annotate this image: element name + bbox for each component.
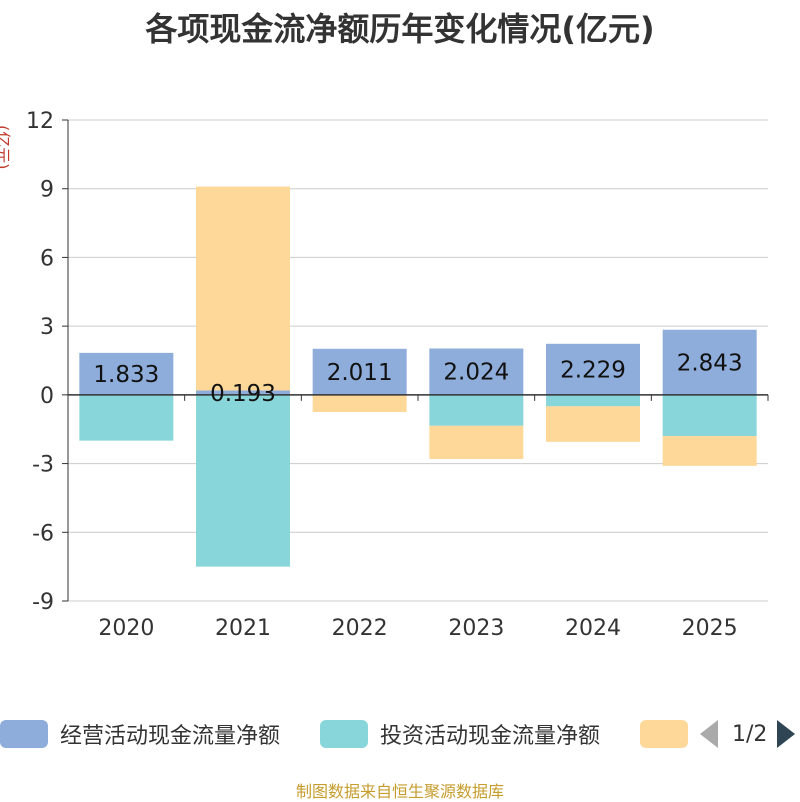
bar-investing-2021 xyxy=(196,394,290,567)
data-label-operating: 0.193 xyxy=(210,381,276,407)
legend-next-icon[interactable] xyxy=(777,720,796,748)
bar-investing-2020 xyxy=(79,394,174,441)
bar-financing-2024 xyxy=(546,406,640,442)
bar-investing-2023 xyxy=(429,394,524,426)
y-tick-label: 6 xyxy=(40,246,54,271)
legend-pager: 1/2 xyxy=(700,718,796,750)
bar-financing-2023 xyxy=(429,425,524,459)
x-tick-label: 2023 xyxy=(448,616,504,641)
chart-plot: -9 -6 -3 0 3 6 9 12 2020 2021 2022 2023 2024 2025 1.83… xyxy=(26,109,769,641)
legend-page-indicator: 1/2 xyxy=(732,721,768,747)
legend-item-investing[interactable]: 投资活动现金流量净额 xyxy=(320,718,600,750)
x-tick-label: 2020 xyxy=(98,616,154,641)
y-tick-label: 3 xyxy=(40,315,54,340)
legend-swatch-operating xyxy=(0,720,48,748)
legend-item-operating[interactable]: 经营活动现金流量净额 xyxy=(0,718,280,750)
bar-investing-2024 xyxy=(546,394,640,407)
data-label-operating: 1.833 xyxy=(93,362,159,388)
y-tick-label: -6 xyxy=(32,521,54,546)
x-tick-label: 2025 xyxy=(682,616,738,641)
y-tick-label: -3 xyxy=(32,453,54,478)
legend-swatch-financing xyxy=(640,720,688,748)
bar-operating-2025 xyxy=(662,329,757,395)
x-tick-label: 2024 xyxy=(565,616,621,641)
y-tick-label: -9 xyxy=(32,590,54,615)
legend-label-operating: 经营活动现金流量净额 xyxy=(60,724,281,749)
legend-item-financing[interactable] xyxy=(640,718,700,750)
y-tick-label: 9 xyxy=(40,178,54,203)
x-tick-label: 2021 xyxy=(215,616,271,641)
bar-investing-2025 xyxy=(662,394,757,437)
data-label-operating: 2.024 xyxy=(443,360,509,386)
data-label-operating: 2.843 xyxy=(677,350,743,376)
bar-operating-2023 xyxy=(429,348,524,395)
x-tick-label: 2022 xyxy=(332,616,388,641)
bar-operating-2022 xyxy=(312,348,407,395)
chart-title: 各项现金流净额历年变化情况(亿元) xyxy=(145,10,655,48)
bar-operating-2020 xyxy=(79,352,174,395)
legend-swatch-investing xyxy=(320,720,368,748)
bar-financing-2022 xyxy=(312,394,407,413)
source-note: 制图数据来自恒生聚源数据库 xyxy=(295,782,504,801)
data-label-operating: 2.011 xyxy=(327,360,393,386)
bar-financing-2021 xyxy=(196,186,290,391)
legend-prev-icon[interactable] xyxy=(700,720,718,748)
bar-operating-2024 xyxy=(546,343,640,395)
y-tick-label: 0 xyxy=(40,384,54,409)
y-tick-label: 12 xyxy=(26,109,54,134)
legend-label-investing: 投资活动现金流量净额 xyxy=(380,724,601,749)
bar-financing-2025 xyxy=(662,436,757,466)
data-label-operating: 2.229 xyxy=(560,357,626,383)
bar-operating-2021 xyxy=(196,390,290,395)
